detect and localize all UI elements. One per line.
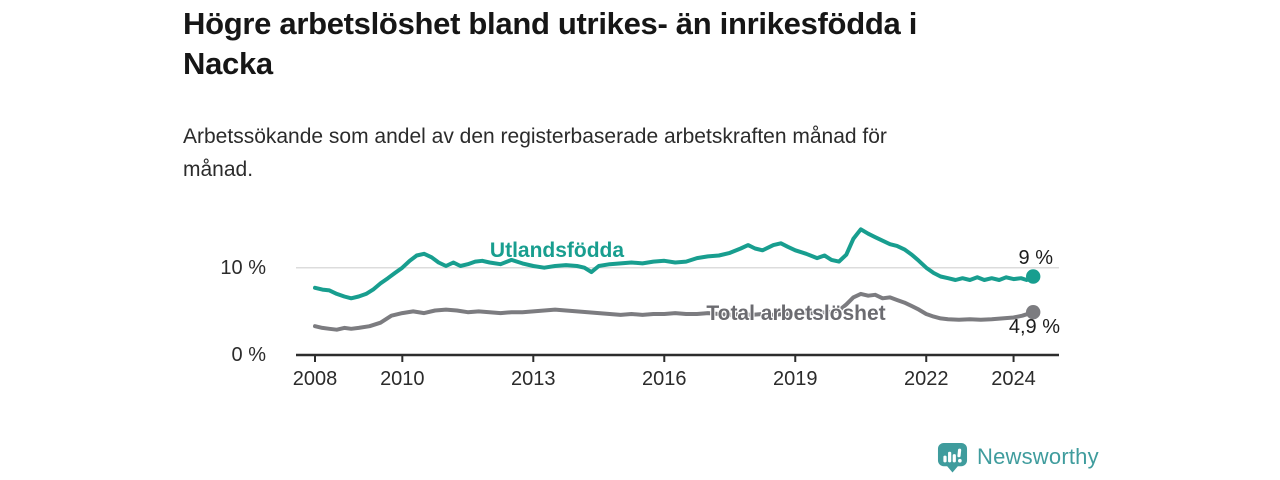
chart-subtitle: Arbetssökande som andel av den registerb… [183,125,887,181]
x-axis-label-2013: 2013 [511,368,556,390]
line-series-0 [313,227,1036,301]
brand-name: Newsworthy [977,444,1099,469]
x-axis-label-2022: 2022 [903,368,949,390]
y-axis-label-10: 10 % [220,257,266,279]
y-axis-label-0: 0 % [231,344,266,366]
line-series-1 [313,291,1036,332]
end-value-label-utlandsfodda: 9 % [1018,247,1053,269]
chart-title: Högre arbetslöshet bland utrikes- än inr… [183,6,918,81]
x-axis-label-2010: 2010 [380,368,425,390]
series-label-total-arbetsloshet: Total arbetslöshet [706,302,886,325]
end-value-label-total: 4,9 % [1008,316,1060,338]
newsworthy-logo-icon [937,442,968,473]
series-label-utlandsfodda: Utlandsfödda [489,239,625,262]
x-axis-label-2016: 2016 [642,368,687,390]
x-axis-label-2008: 2008 [292,368,338,390]
brand-footer: Newsworthy [937,441,1099,473]
end-dot-series-0 [1026,269,1041,284]
end-dot-series-1 [1026,305,1041,320]
x-axis-label-2019: 2019 [773,368,818,390]
x-axis-label-2024: 2024 [991,368,1036,390]
